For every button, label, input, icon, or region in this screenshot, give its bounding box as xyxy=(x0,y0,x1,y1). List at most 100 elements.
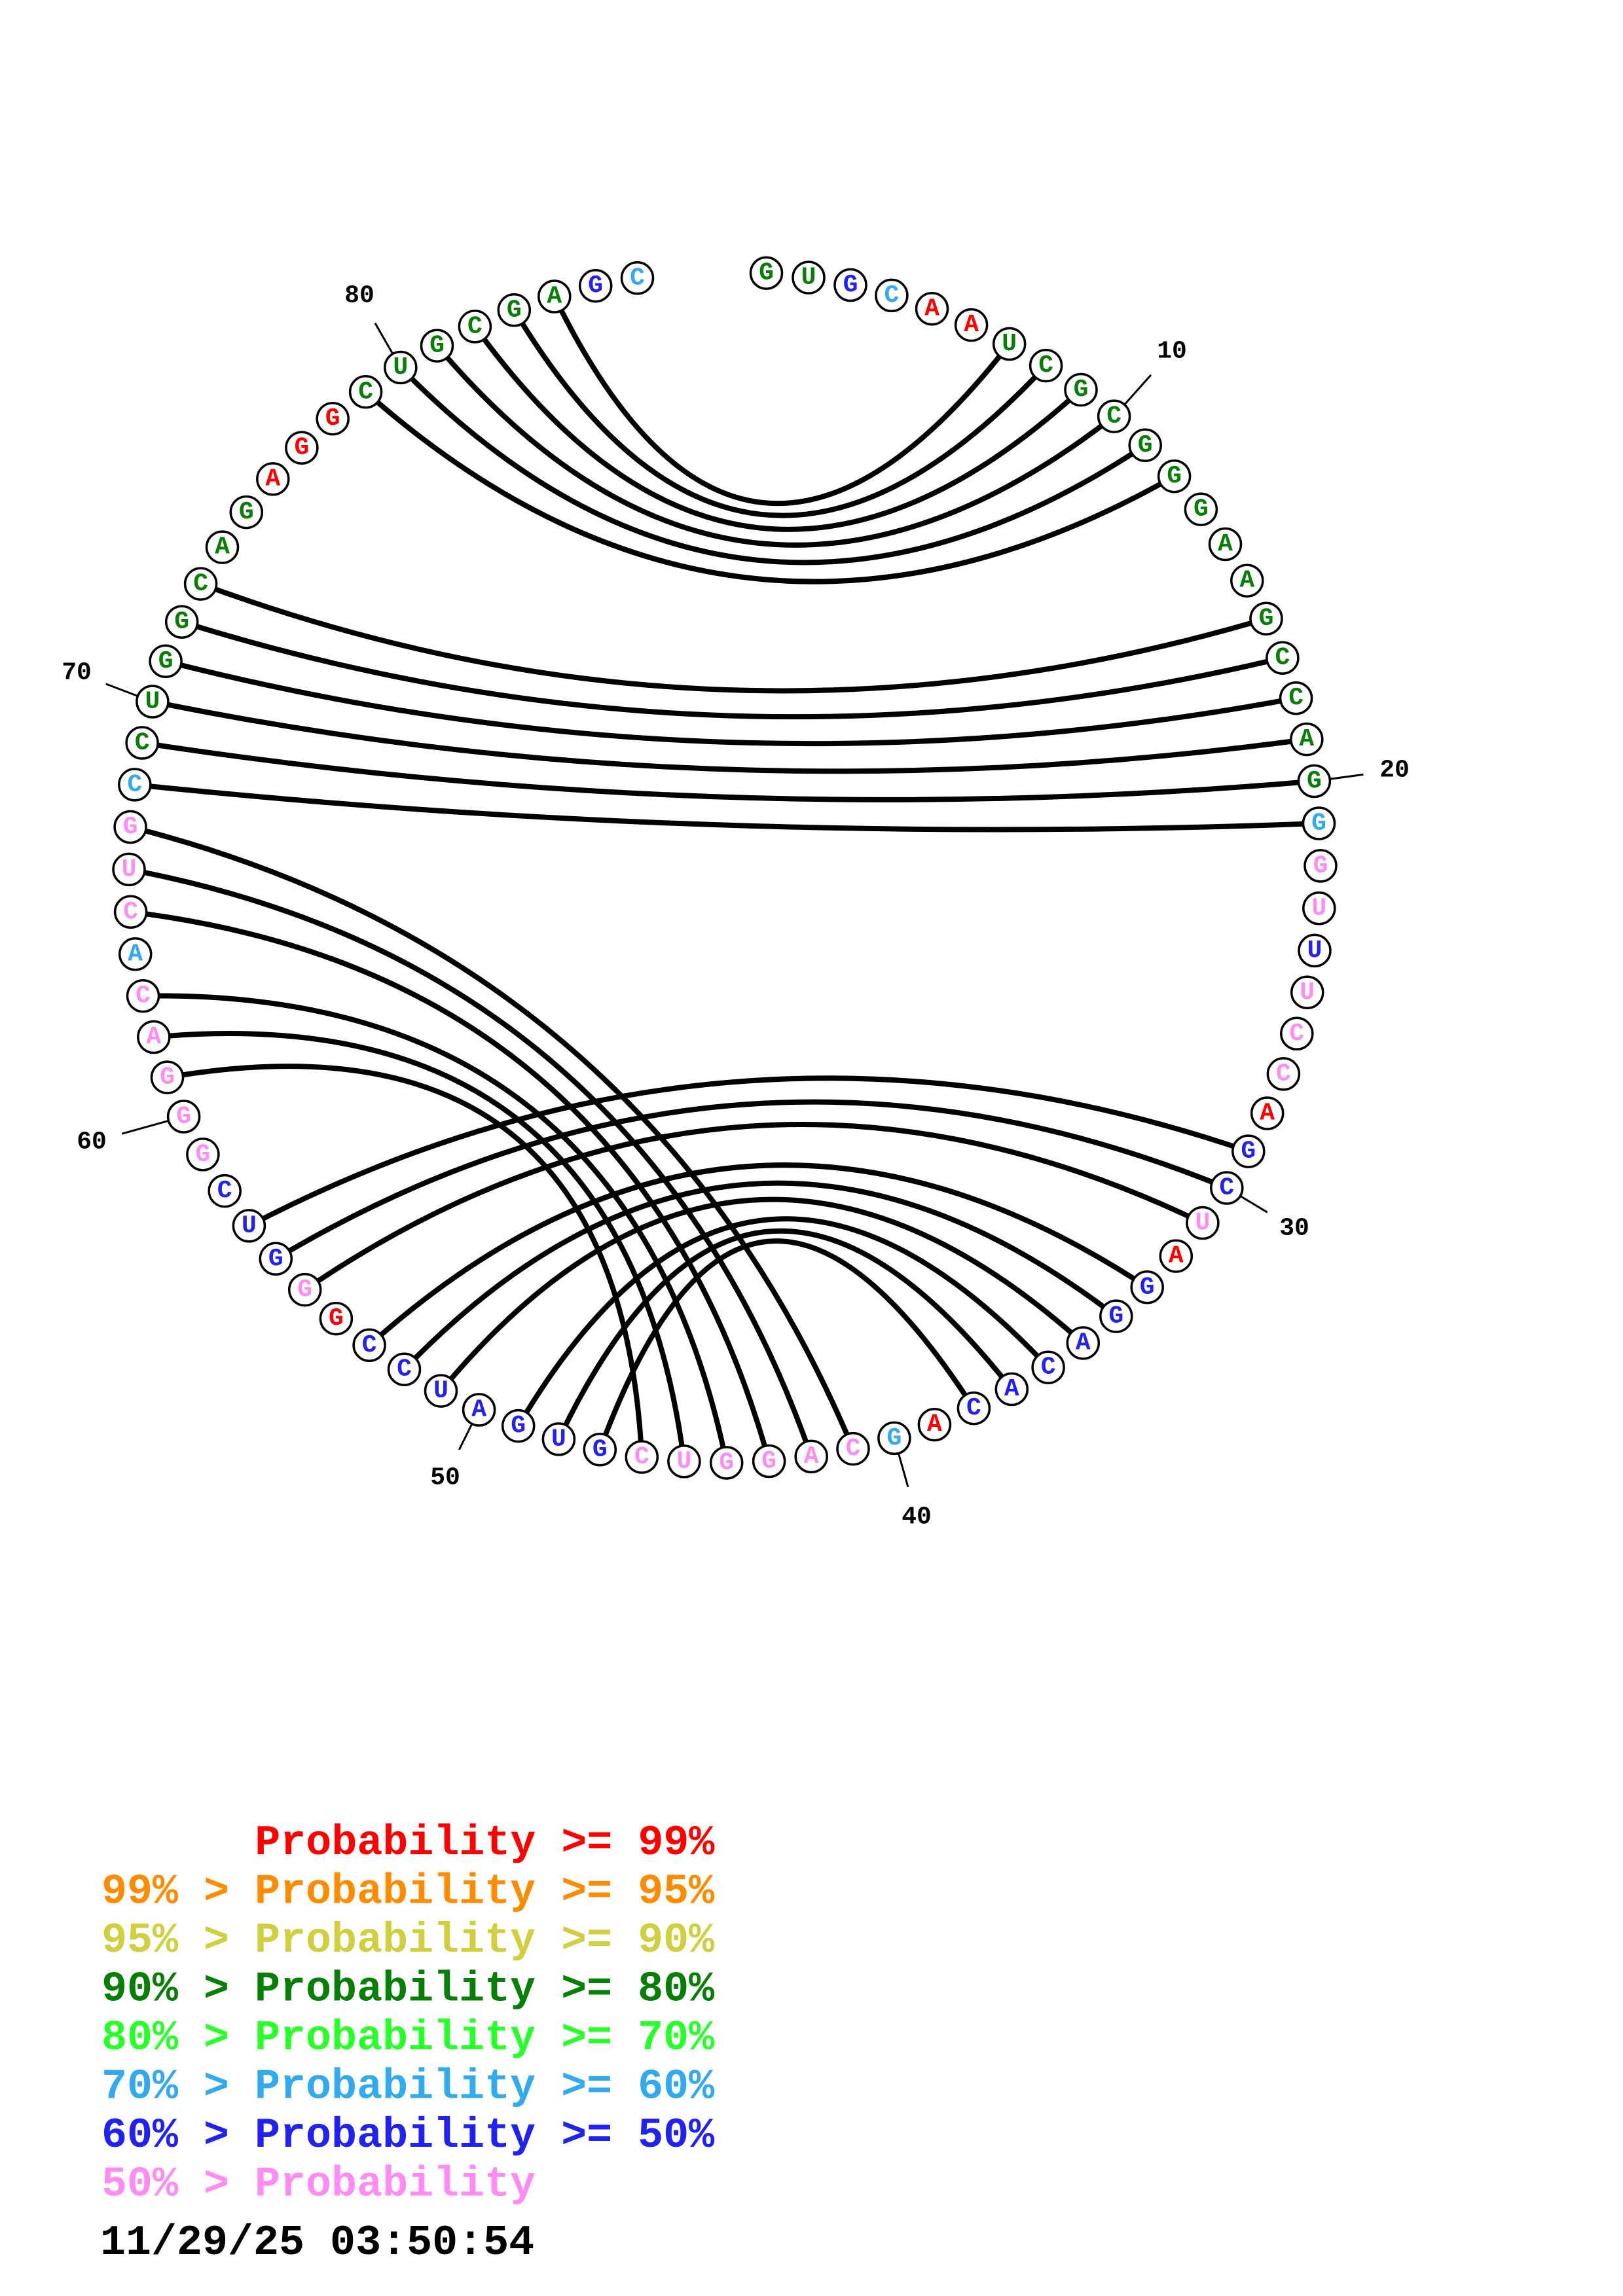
nucleotide-letter-18: C xyxy=(1288,684,1304,712)
nucleotide-circle-22 xyxy=(1304,849,1338,883)
nucleotide-circle-62 xyxy=(137,1020,171,1054)
nucleotide-circle-55 xyxy=(287,1272,322,1307)
timestamp: 11/29/25 03:50:54 xyxy=(100,2219,534,2267)
nucleotide-circle-64 xyxy=(118,937,153,971)
nucleotide-circle-1 xyxy=(749,256,784,290)
basepair-arc-37-48 xyxy=(556,1228,1015,1442)
basepair-arcs xyxy=(126,294,1322,1465)
nucleotide-circle-82 xyxy=(458,310,492,344)
nucleotide-circle-40 xyxy=(877,1421,911,1456)
nucleotide-letter-67: G xyxy=(123,813,138,841)
nucleotide-letter-70: U xyxy=(145,688,160,716)
nucleotide-letter-34: G xyxy=(1108,1302,1123,1331)
position-label-80: 80 xyxy=(344,282,374,310)
nucleotide-circle-81 xyxy=(420,329,454,363)
nucleotide-letter-23: U xyxy=(1311,894,1326,922)
nucleotide-circle-71 xyxy=(149,644,183,679)
nucleotide-letter-27: C xyxy=(1276,1060,1291,1088)
probability-legend: Probability >= 99%99% > Probability >= 9… xyxy=(101,1819,715,2209)
nucleotide-letter-65: C xyxy=(123,898,138,926)
nucleotide-circle-52 xyxy=(387,1352,422,1386)
nucleotide-letter-85: G xyxy=(588,272,603,300)
nucleotide-letter-60: G xyxy=(176,1103,191,1131)
nucleotide-letter-39: A xyxy=(927,1410,942,1439)
nucleotide-circle-58 xyxy=(208,1174,242,1208)
nucleotide-circle-57 xyxy=(232,1209,266,1243)
nucleotide-letter-26: C xyxy=(1289,1020,1304,1048)
nucleotide-letter-68: C xyxy=(127,770,142,798)
nucleotide-letter-84: A xyxy=(547,283,562,311)
nucleotide-letter-31: U xyxy=(1195,1209,1210,1237)
nucleotide-circle-45 xyxy=(667,1444,701,1479)
nucleotide-circle-20 xyxy=(1297,764,1332,798)
nucleotide-letter-12: G xyxy=(1167,462,1182,490)
nucleotide-letter-61: G xyxy=(160,1064,175,1092)
nucleotide-letter-72: G xyxy=(174,608,189,636)
nucleotide-circle-84 xyxy=(538,279,572,314)
basepair-arc-8-83 xyxy=(511,307,1049,518)
nucleotide-circle-76 xyxy=(256,462,290,496)
nucleotide-circle-26 xyxy=(1280,1016,1314,1051)
nucleotide-letter-28: A xyxy=(1260,1100,1275,1128)
nucleotide-circle-77 xyxy=(285,431,319,465)
nucleotide-letter-7: U xyxy=(1002,330,1017,358)
nucleotide-circle-35 xyxy=(1066,1326,1101,1360)
nucleotide-letter-6: A xyxy=(964,311,979,339)
legend-row-ge99: Probability >= 99% xyxy=(255,1819,715,1867)
nucleotides: G U G C AAUCGCGGGAAGCCAGGGUUUCCAGCUAGGACACAG… xyxy=(112,256,1338,1480)
nucleotide-circle-39 xyxy=(917,1407,952,1442)
nucleotide-letter-54: G xyxy=(329,1304,344,1333)
basepair-arc-7-84 xyxy=(551,294,1012,507)
nucleotide-circle-6 xyxy=(954,308,989,342)
nucleotide-circle-23 xyxy=(1302,891,1336,925)
nucleotide-letter-77: G xyxy=(294,434,309,462)
basepair-arc-11-80 xyxy=(397,365,1148,565)
nucleotide-letter-56: G xyxy=(268,1245,283,1273)
nucleotide-letter-32: A xyxy=(1169,1242,1184,1270)
nucleotide-letter-46: C xyxy=(634,1443,649,1471)
basepair-arc-46-61 xyxy=(164,1064,645,1460)
basepair-arc-31-55 xyxy=(302,1121,1205,1293)
nucleotide-circle-13 xyxy=(1184,492,1218,526)
legend-row-60to70: 70% > Probability >= 60% xyxy=(101,2063,715,2111)
nucleotide-letter-59: G xyxy=(195,1140,210,1168)
position-label-50: 50 xyxy=(430,1464,460,1492)
position-label-10: 10 xyxy=(1157,338,1187,366)
nucleotide-letter-17: C xyxy=(1275,644,1290,672)
nucleotide-letter-33: G xyxy=(1140,1273,1155,1301)
nucleotide-circle-25 xyxy=(1290,975,1324,1010)
basepair-arc-18-71 xyxy=(163,658,1299,747)
basepair-arc-45-62 xyxy=(151,1031,687,1464)
nucleotide-letter-74: A xyxy=(215,533,230,562)
nucleotide-letter-25: U xyxy=(1300,978,1315,1007)
nucleotide-letter-22: G xyxy=(1313,852,1328,880)
nucleotide-circle-15 xyxy=(1230,564,1264,598)
nucleotide-letter-37: A xyxy=(1004,1375,1019,1403)
nucleotide-circle-2 xyxy=(792,260,826,295)
nucleotide-circle-53 xyxy=(352,1328,386,1363)
nucleotide-letter-71: G xyxy=(158,647,173,675)
nucleotide-circle-51 xyxy=(424,1374,458,1408)
nucleotide-circle-37 xyxy=(994,1372,1029,1407)
nucleotide-letter-21: G xyxy=(1311,810,1326,838)
nucleotide-circle-50 xyxy=(462,1393,496,1427)
nucleotide-circle-49 xyxy=(501,1408,536,1443)
nucleotide-letter-13: G xyxy=(1194,495,1209,524)
nucleotide-letter-30: C xyxy=(1219,1174,1234,1202)
basepair-arc-21-68 xyxy=(132,781,1322,833)
nucleotide-circle-56 xyxy=(259,1242,293,1276)
nucleotide-letter-49: G xyxy=(511,1412,526,1440)
nucleotide-circle-33 xyxy=(1130,1270,1164,1304)
nucleotide-circle-70 xyxy=(136,685,170,719)
basepair-arc-19-70 xyxy=(149,699,1309,774)
position-label-30: 30 xyxy=(1279,1215,1309,1243)
nucleotide-letter-2: U xyxy=(801,264,816,292)
nucleotide-letter-24: U xyxy=(1307,937,1322,965)
nucleotide-circle-11 xyxy=(1128,428,1162,463)
nucleotide-circle-3 xyxy=(833,268,867,302)
nucleotide-circle-44 xyxy=(709,1446,744,1480)
nucleotide-letter-57: U xyxy=(242,1211,257,1240)
nucleotide-circle-19 xyxy=(1290,722,1324,757)
position-labels: 10 20 30 40 50 60 70 80 xyxy=(62,282,1410,1532)
